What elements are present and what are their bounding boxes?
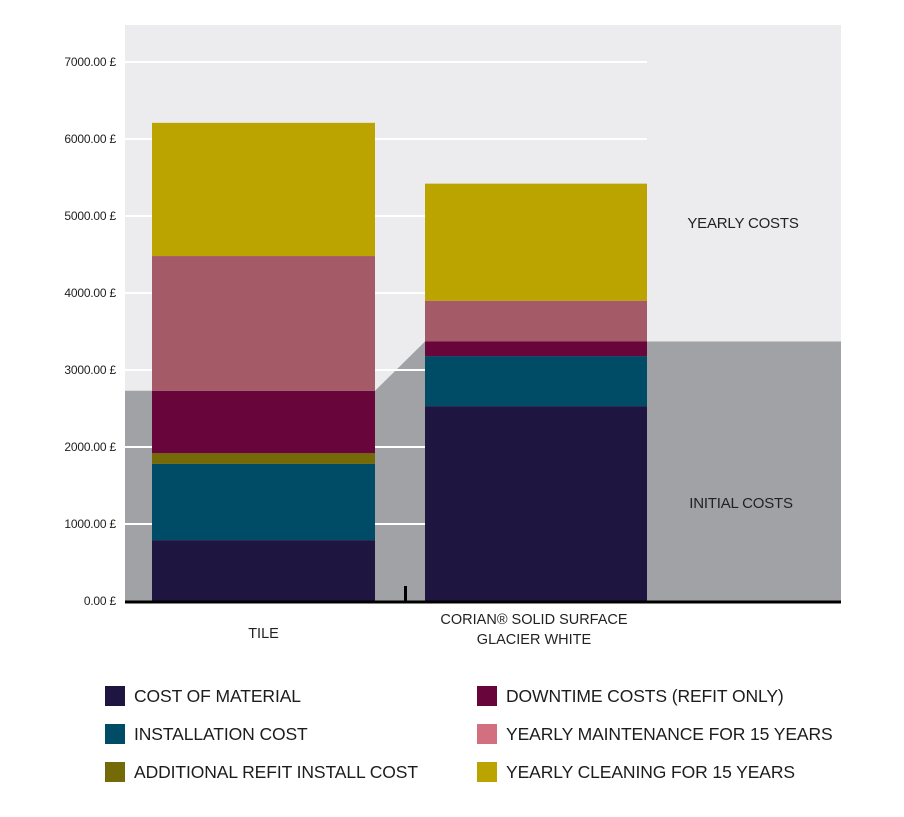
bar-stack <box>425 183 647 601</box>
bar-segment-installation-cost <box>425 356 647 407</box>
legend-item-downtime-costs: DOWNTIME COSTS (REFIT ONLY) <box>477 683 784 709</box>
legend-swatch-yearly-cleaning <box>477 762 497 782</box>
bar-segment-cost-of-material <box>152 540 375 601</box>
y-tick-label: 3000.00 £ <box>64 363 116 377</box>
y-tick-label: 5000.00 £ <box>64 209 116 223</box>
legend-label: YEARLY MAINTENANCE FOR 15 YEARS <box>506 723 833 744</box>
legend-item-yearly-cleaning: YEARLY CLEANING FOR 15 YEARS <box>477 759 795 785</box>
bar-segment-yearly-maintenance-for-15-years <box>425 300 647 342</box>
legend-swatch-cost-of-material <box>105 686 125 706</box>
legend-label: DOWNTIME COSTS (REFIT ONLY) <box>506 685 784 706</box>
x-category-label: TILE <box>248 626 279 642</box>
legend-label: ADDITIONAL REFIT INSTALL COST <box>134 761 418 782</box>
legend-item-installation-cost: INSTALLATION COST <box>105 721 308 747</box>
bar-segment-installation-cost <box>152 463 375 541</box>
x-category-label: GLACIER WHITE <box>477 632 592 648</box>
bar-segment-downtime-costs-refit-only <box>425 341 647 357</box>
y-tick-label: 4000.00 £ <box>64 286 116 300</box>
legend-label: COST OF MATERIAL <box>134 685 301 706</box>
y-axis-tick-labels: 0.00 £ 1000.00 £ 2000.00 £ 3000.00 £ 4000.00… <box>64 55 116 608</box>
yearly-costs-label: YEARLY COSTS <box>687 215 798 232</box>
y-tick-label: 2000.00 £ <box>64 440 116 454</box>
legend-swatch-yearly-maintenance <box>477 724 497 744</box>
legend-item-yearly-maintenance: YEARLY MAINTENANCE FOR 15 YEARS <box>477 721 833 747</box>
bar-segment-cost-of-material <box>425 406 647 601</box>
y-tick-label: 1000.00 £ <box>64 517 116 531</box>
bar-segment-yearly-maintenance-for-15-years <box>152 256 375 391</box>
legend-label: YEARLY CLEANING FOR 15 YEARS <box>506 761 795 782</box>
bar-segment-yearly-cleaning-for-15-years <box>152 122 375 257</box>
bar-segment-downtime-costs-refit-only <box>152 390 375 454</box>
bar-segment-yearly-cleaning-for-15-years <box>425 183 647 301</box>
legend-swatch-additional-refit-install-cost <box>105 762 125 782</box>
x-axis-divider-tick <box>404 586 407 601</box>
legend-swatch-installation-cost <box>105 724 125 744</box>
legend-label: INSTALLATION COST <box>134 723 308 744</box>
y-tick-label: 7000.00 £ <box>64 55 116 69</box>
y-tick-label: 0.00 £ <box>84 594 117 608</box>
y-tick-label: 6000.00 £ <box>64 132 116 146</box>
initial-costs-label: INITIAL COSTS <box>689 495 793 512</box>
legend-swatch-downtime-costs <box>477 686 497 706</box>
bar-stack <box>152 122 375 601</box>
bar-segment-additional-refit-install-cost <box>152 453 375 464</box>
stacked-bar-chart: 0.00 £ 1000.00 £ 2000.00 £ 3000.00 £ 4000.00… <box>64 25 841 648</box>
bars <box>152 122 647 601</box>
x-axis-category-labels: TILE CORIAN® SOLID SURFACE GLACIER WHITE <box>248 612 628 648</box>
legend-item-cost-of-material: COST OF MATERIAL <box>105 683 301 709</box>
x-category-label: CORIAN® SOLID SURFACE <box>440 612 627 628</box>
legend-item-additional-refit-install-cost: ADDITIONAL REFIT INSTALL COST <box>105 759 418 785</box>
